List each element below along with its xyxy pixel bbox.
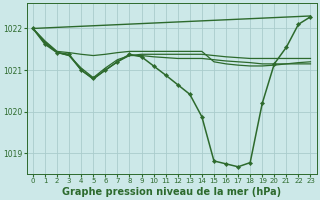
X-axis label: Graphe pression niveau de la mer (hPa): Graphe pression niveau de la mer (hPa) <box>62 187 281 197</box>
